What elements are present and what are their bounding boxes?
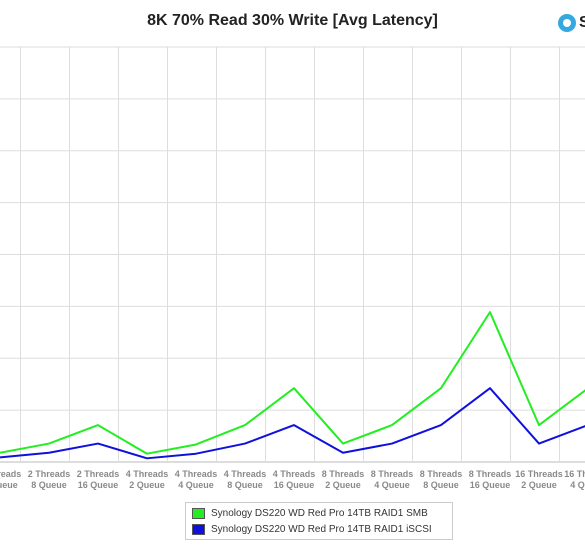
legend-swatch	[192, 523, 205, 535]
grid	[0, 46, 585, 463]
x-tick-label: 4 Threads 4 Queue	[175, 469, 218, 490]
logo-icon	[558, 14, 576, 32]
x-tick-label: 8 Threads 16 Queue	[469, 469, 512, 490]
x-tick-label: 8 Threads 8 Queue	[420, 469, 463, 490]
logo-letter: S	[579, 14, 585, 31]
legend-item[interactable]: Synology DS220 WD Red Pro 14TB RAID1 SMB	[192, 505, 446, 521]
series-lines	[0, 311, 585, 460]
x-tick-label: 2 Threads 8 Queue	[28, 469, 71, 490]
x-tick-label: 4 Threads 16 Queue	[273, 469, 316, 490]
series-line-smb	[0, 311, 585, 455]
legend: Synology DS220 WD Red Pro 14TB RAID1 SMB…	[185, 502, 453, 540]
x-tick-label: 4 Threads 2 Queue	[126, 469, 169, 490]
legend-label: Synology DS220 WD Red Pro 14TB RAID1 iSC…	[211, 523, 432, 535]
x-tick-label: 8 Threads 2 Queue	[322, 469, 365, 490]
legend-label: Synology DS220 WD Red Pro 14TB RAID1 SMB	[211, 507, 428, 519]
x-tick-label: 16 Threads 2 Queue	[515, 469, 563, 490]
chart-title: 8K 70% Read 30% Write [Avg Latency]	[147, 12, 438, 29]
logo: S	[558, 14, 585, 34]
series-line-iscsi	[0, 387, 585, 460]
legend-swatch	[192, 507, 205, 519]
x-tick-label: 4 Threads 8 Queue	[224, 469, 267, 490]
x-tick-label: 8 Threads 4 Queue	[371, 469, 414, 490]
legend-item[interactable]: Synology DS220 WD Red Pro 14TB RAID1 iSC…	[192, 521, 446, 537]
x-tick-label: 2 Threads 16 Queue	[77, 469, 120, 490]
